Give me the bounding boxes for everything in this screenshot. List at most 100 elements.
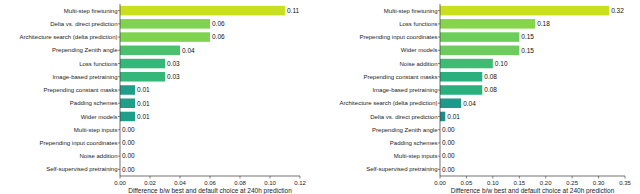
category-label: Wider models <box>81 114 118 120</box>
x-tick-label: 0.00 <box>434 180 446 186</box>
x-tick-label: 0.10 <box>487 180 499 186</box>
category-label: Prepending input coordinates <box>39 140 117 146</box>
data-label: 0.04 <box>182 47 195 54</box>
x-axis-label: Difference b/w best and default choice a… <box>451 187 615 194</box>
category-label: Multi-step finetuning <box>64 8 118 14</box>
x-tick <box>440 176 441 179</box>
x-tick <box>466 176 467 179</box>
category-label: Prepending constant masks <box>363 74 437 80</box>
x-tick <box>210 176 211 179</box>
figure: Multi-step finetuning 0.11 Delta vs. direc… <box>0 0 640 194</box>
category-label: Self-supervised pretraining <box>46 166 117 172</box>
x-tick-label: 0.35 <box>619 180 631 186</box>
bar <box>120 85 135 95</box>
x-tick <box>240 176 241 179</box>
category-label: Wider models <box>401 47 438 53</box>
category-label: Prepending Zenith angle <box>52 47 118 53</box>
category-label: Delta vs. direct prediction <box>50 21 117 27</box>
x-axis-label: Difference b/w best and default choice a… <box>128 187 292 194</box>
data-label: 0.06 <box>212 33 225 40</box>
category-label: Noise addition <box>399 61 437 67</box>
data-label: 0.01 <box>137 100 150 107</box>
data-label: 0.11 <box>287 7 300 14</box>
x-tick-label: 0.15 <box>513 180 525 186</box>
bar <box>440 59 493 69</box>
bar <box>440 85 482 95</box>
x-axis <box>440 176 625 177</box>
data-label: 0.00 <box>442 139 455 146</box>
bars <box>120 6 285 121</box>
data-label: 0.00 <box>122 126 135 133</box>
bar <box>440 32 519 42</box>
data-label: 0.00 <box>122 166 135 173</box>
x-tick-label: 0.20 <box>540 180 552 186</box>
category-label: Prepending input coordinates <box>359 34 437 40</box>
x-tick <box>545 176 546 179</box>
x-tick <box>150 176 151 179</box>
data-label: 0.01 <box>137 86 150 93</box>
data-label: 0.00 <box>122 152 135 159</box>
x-tick-label: 0.02 <box>144 180 156 186</box>
x-tick-label: 0.06 <box>204 180 216 186</box>
data-label: 0.03 <box>167 60 180 67</box>
x-tick <box>180 176 181 179</box>
category-label: Multi-step finetuning <box>384 8 438 14</box>
y-axis <box>120 4 121 176</box>
x-tick-label: 0.12 <box>294 180 306 186</box>
x-tick <box>300 176 301 179</box>
category-label: Architecture search (delta prediction) <box>19 34 117 40</box>
category-label: Padding schemes <box>390 140 438 146</box>
bar <box>440 19 535 29</box>
data-label: 0.00 <box>442 126 455 133</box>
x-tick <box>492 176 493 179</box>
bar <box>440 112 445 122</box>
category-label: Image-based pretraining <box>372 87 437 93</box>
category-label: Multi-step inputs <box>394 153 438 159</box>
data-label: 0.01 <box>137 113 150 120</box>
data-label: 0.32 <box>611 7 624 14</box>
category-label: Multi-step inputs <box>74 127 118 133</box>
data-label: 0.08 <box>484 73 497 80</box>
x-tick-label: 0.00 <box>114 180 126 186</box>
data-label: 0.03 <box>167 73 180 80</box>
data-label: 0.18 <box>537 20 550 27</box>
category-label: Prepending constant masks <box>43 87 117 93</box>
data-label: 0.15 <box>521 33 534 40</box>
bar <box>120 46 180 56</box>
bar <box>440 72 482 82</box>
x-tick <box>572 176 573 179</box>
bar <box>440 6 609 16</box>
x-tick-label: 0.25 <box>566 180 578 186</box>
data-label: 0.10 <box>495 60 508 67</box>
x-tick-label: 0.10 <box>264 180 276 186</box>
data-label: 0.01 <box>447 113 460 120</box>
category-label: Noise addition <box>79 153 117 159</box>
category-label: Image-based pretraining <box>52 74 117 80</box>
category-label: Loss functions <box>399 21 437 27</box>
category-label: Self-supervised pretraining <box>366 166 437 172</box>
bar <box>120 6 285 16</box>
bar <box>440 46 519 56</box>
data-label: 0.08 <box>484 86 497 93</box>
bar <box>120 72 165 82</box>
bar <box>120 32 210 42</box>
bar <box>120 98 135 108</box>
category-label: Delta vs. direct prediction <box>370 114 437 120</box>
data-label: 0.00 <box>442 166 455 173</box>
chart: Multi-step finetuning 0.11 Delta vs. direc… <box>19 4 306 194</box>
category-label: Padding schemes <box>70 100 118 106</box>
data-label: 0.15 <box>521 47 534 54</box>
category-label: Prepending Zenith angle <box>372 127 438 133</box>
data-label: 0.00 <box>442 152 455 159</box>
bar <box>440 98 461 108</box>
x-tick <box>598 176 599 179</box>
x-tick-label: 0.05 <box>461 180 473 186</box>
category-label: Loss functions <box>79 61 117 67</box>
bar <box>120 19 210 29</box>
data-label: 0.04 <box>463 100 476 107</box>
x-tick <box>120 176 121 179</box>
x-tick-label: 0.30 <box>593 180 605 186</box>
y-axis <box>440 4 441 176</box>
x-tick <box>519 176 520 179</box>
chart: Multi-step finetuning 0.32 Loss functions 0… <box>339 4 631 194</box>
